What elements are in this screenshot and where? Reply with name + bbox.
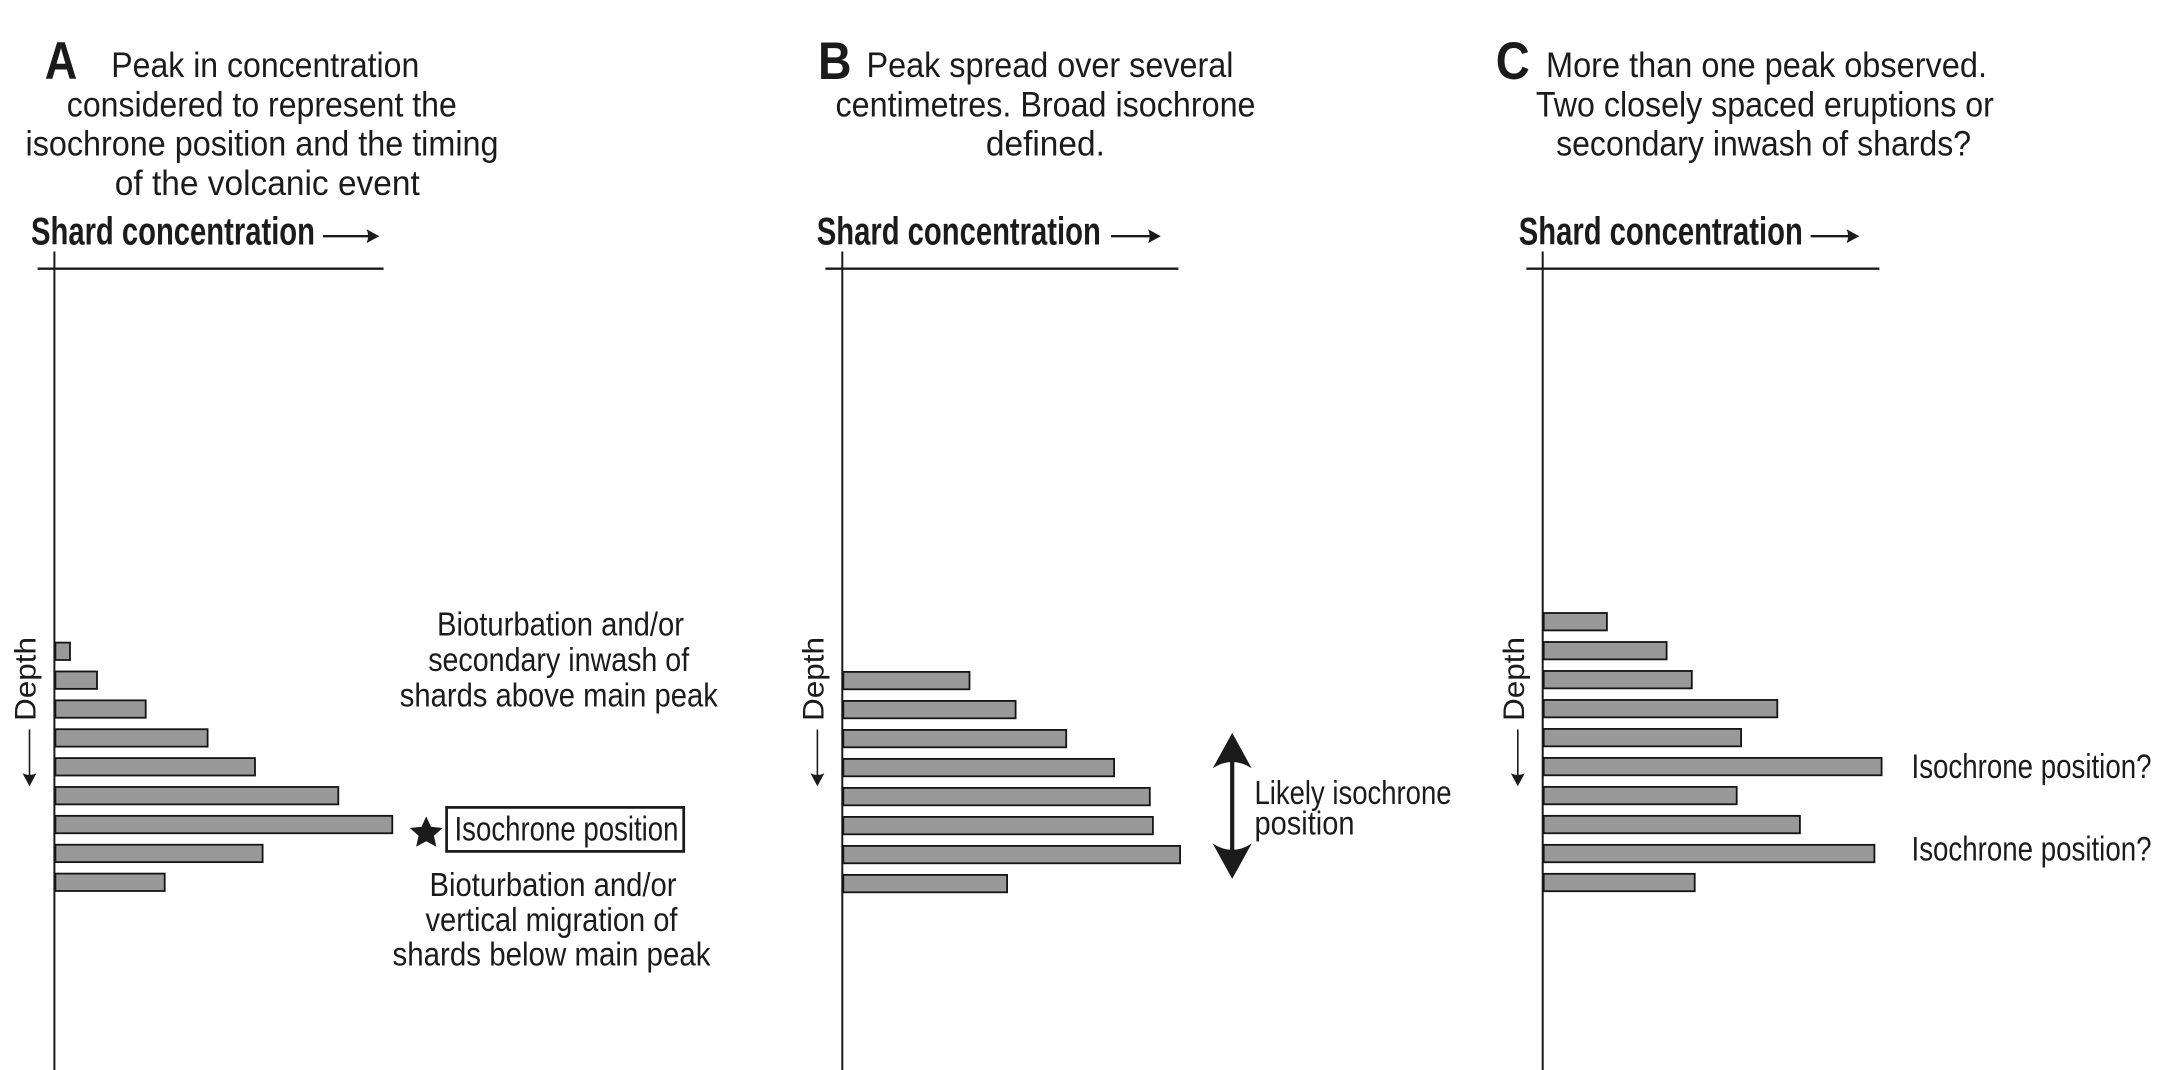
svg-text:defined.: defined. [986, 125, 1105, 164]
svg-text:secondary inwash of shards?: secondary inwash of shards? [1556, 125, 1971, 164]
svg-text:B: B [818, 32, 852, 91]
svg-text:considered to represent the: considered to represent the [67, 85, 457, 124]
svg-text:Bioturbation and/or: Bioturbation and/or [437, 606, 684, 643]
svg-text:Depth: Depth [10, 637, 43, 721]
svg-text:Depth: Depth [1498, 637, 1531, 721]
svg-text:C: C [1496, 32, 1530, 91]
svg-text:A: A [45, 32, 78, 91]
svg-text:position: position [1255, 805, 1355, 842]
svg-text:More than one peak observed.: More than one peak observed. [1546, 46, 1987, 85]
svg-text:Peak spread over several: Peak spread over several [867, 46, 1234, 85]
svg-text:Peak in concentration: Peak in concentration [111, 46, 419, 85]
svg-text:Shard concentration: Shard concentration [31, 211, 315, 254]
svg-text:Isochrone position?: Isochrone position? [1912, 748, 2152, 786]
svg-text:of the volcanic event: of the volcanic event [115, 164, 420, 203]
svg-text:Shard concentration: Shard concentration [817, 211, 1101, 254]
svg-text:Isochrone position?: Isochrone position? [1912, 831, 2152, 869]
svg-text:Isochrone position: Isochrone position [455, 810, 679, 848]
svg-text:vertical migration of: vertical migration of [426, 901, 679, 938]
svg-text:Two closely spaced eruptions o: Two closely spaced eruptions or [1536, 85, 1994, 124]
svg-text:Depth: Depth [797, 637, 830, 721]
svg-text:shards above main peak: shards above main peak [400, 676, 718, 713]
svg-text:Likely isochrone: Likely isochrone [1255, 774, 1452, 811]
svg-text:secondary inwash of: secondary inwash of [428, 641, 690, 678]
svg-text:shards below main peak: shards below main peak [393, 936, 711, 973]
svg-text:Shard concentration: Shard concentration [1519, 211, 1803, 254]
svg-text:centimetres. Broad isochrone: centimetres. Broad isochrone [836, 85, 1256, 124]
svg-text:Bioturbation and/or: Bioturbation and/or [430, 866, 677, 903]
svg-text:isochrone position and the tim: isochrone position and the timing [26, 125, 499, 164]
